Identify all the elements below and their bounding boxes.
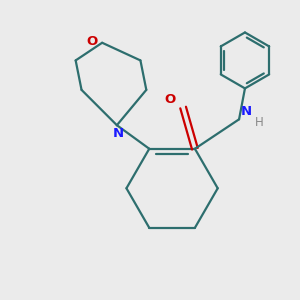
Text: N: N bbox=[241, 105, 252, 118]
Text: H: H bbox=[255, 116, 264, 129]
Text: N: N bbox=[113, 127, 124, 140]
Text: O: O bbox=[164, 93, 176, 106]
Text: O: O bbox=[86, 35, 98, 48]
